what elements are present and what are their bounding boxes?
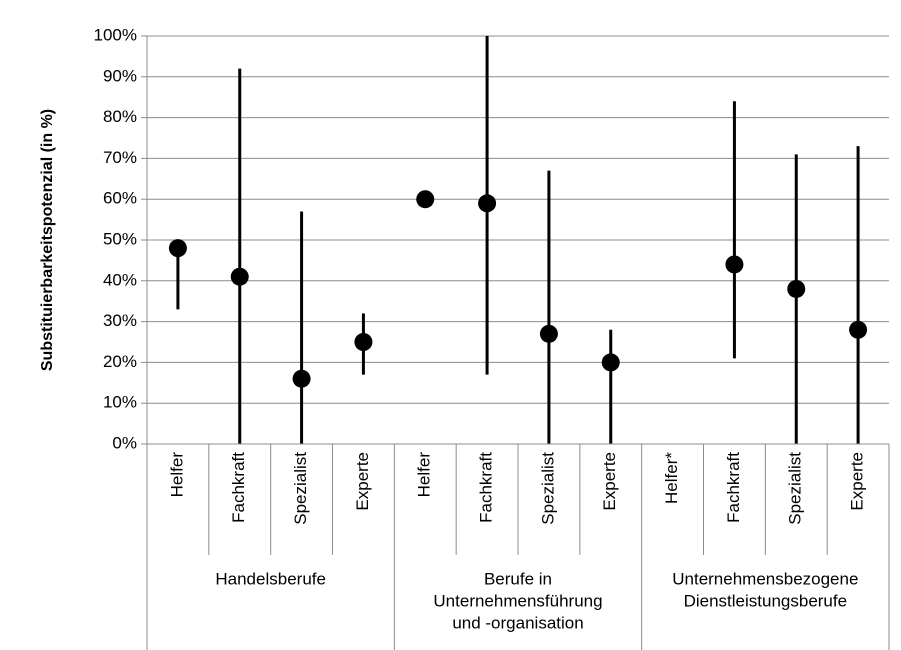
dot [601,353,620,372]
group-label: Berufe in [484,569,552,588]
y-tick-label: 0% [112,433,137,452]
x-tick-label: Helfer* [662,452,681,504]
x-tick-label: Fachkraft [229,452,248,523]
y-tick-label: 40% [103,270,137,289]
dot [849,320,868,339]
x-tick-label: Helfer [415,452,434,498]
dot [292,369,311,388]
group-label: Unternehmensbezogene [672,569,858,588]
x-tick-label: Spezialist [291,452,310,525]
y-tick-label: 90% [103,66,137,85]
y-tick-label: 60% [103,189,137,208]
y-tick-label: 20% [103,352,137,371]
dot [230,267,249,286]
group-label: und -organisation [452,613,583,632]
x-tick-label: Fachkraft [477,452,496,523]
x-tick-label: Spezialist [786,452,805,525]
dot [478,194,497,213]
y-axis-label: Substituierbarkeitspotenzial (in %) [39,109,56,371]
y-tick-label: 30% [103,311,137,330]
x-tick-label: Experte [848,452,867,511]
y-tick-label: 100% [94,25,137,44]
dot [354,333,373,351]
y-tick-label: 10% [103,393,137,412]
dot [539,324,558,343]
group-label: Unternehmensführung [433,591,602,610]
dot [787,279,806,298]
dot [168,239,187,258]
dot [416,190,435,209]
dot [725,255,744,274]
x-tick-label: Helfer [167,452,186,498]
x-tick-label: Fachkraft [724,452,743,523]
y-tick-label: 50% [103,229,137,248]
y-tick-label: 70% [103,148,137,167]
x-tick-label: Experte [353,452,372,511]
y-tick-label: 80% [103,107,137,126]
x-tick-label: Experte [600,452,619,511]
x-tick-label: Spezialist [538,452,557,525]
group-label: Dienstleistungsberufe [684,591,847,610]
group-label: Handelsberufe [215,569,326,588]
